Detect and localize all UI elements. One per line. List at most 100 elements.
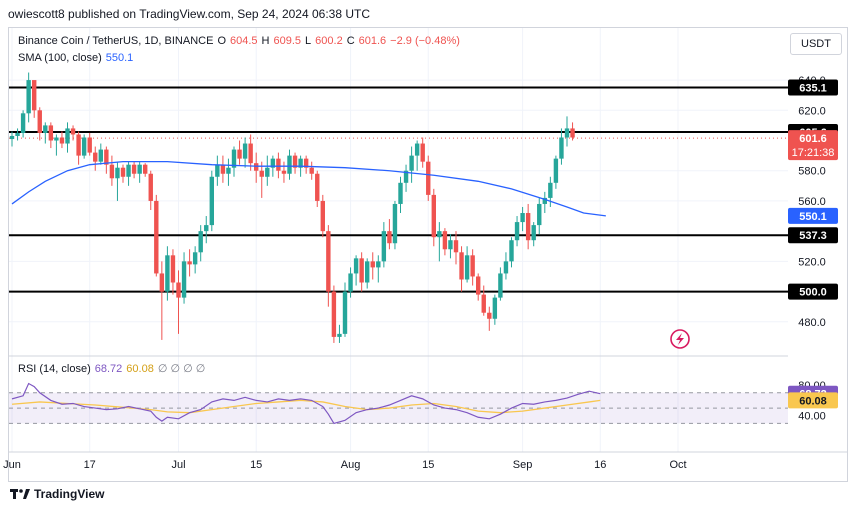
tradingview-brand: TradingView [34,487,105,501]
candle-body [198,231,203,253]
candle-body [492,297,498,319]
candle-body [503,261,509,274]
candle-body [143,164,148,174]
candle-body [553,158,559,183]
open-value: 604.5 [230,35,258,47]
level-tag: 500.0 [799,287,827,299]
candle-body [381,231,387,262]
candle-body [159,273,165,292]
candle-body [20,113,26,133]
candle-body [109,164,115,179]
candle-body [176,282,181,298]
candle-body [437,231,442,238]
support-resistance-levels [9,86,788,293]
chart-frame [8,27,848,482]
candle-body [126,164,131,177]
candle-body [98,149,103,162]
candle-body [187,261,192,265]
candle-body [453,240,459,253]
sma-tag: 550.1 [799,211,827,223]
candle-body [326,231,331,292]
time-axis: Jun 17 Jul 15 Aug 15 Sep 16 Oct [3,451,848,471]
rsi-ma-value-tag: 60.08 [799,395,827,407]
time-tick-label: Oct [669,459,686,471]
candle-body [387,231,392,244]
candle-body [315,173,320,201]
candle-body [403,170,409,183]
candle-body [531,225,536,241]
rsi-legend-extra: ∅ ∅ ∅ ∅ [157,363,206,375]
symbol-name: Binance Coin / TetherUS, 1D, BINANCE [18,35,214,47]
candle-body [131,164,137,174]
candle-body [26,80,31,114]
level-tag-bg [788,283,838,300]
time-tick-label: 17 [84,459,96,471]
low-value: 600.2 [315,35,343,47]
tradingview-logo: TradingView [10,487,104,501]
candle-body [348,273,353,292]
candle-body [220,164,226,174]
rsi-legend: RSI (14, close) 68.72 60.08 ∅ ∅ ∅ ∅ [18,362,209,375]
candle-body [165,255,170,292]
sma-legend: SMA (100, close) 550.1 [18,52,137,64]
candle-body [281,170,287,174]
rsi-legend-value: 68.72 [94,363,123,375]
symbol-legend: Binance Coin / TetherUS, 1D, BINANCE O 604… [18,35,460,47]
tradingview-logo-icon [10,489,30,499]
candle-body [498,273,503,298]
current-price-tag: 601.6 [799,133,827,145]
candle-body [448,240,453,250]
candle-body [93,152,98,162]
candle-body [548,182,553,198]
time-tick-label: 15 [422,459,434,471]
candle-body [37,110,42,133]
candle-body [542,197,547,204]
candle-body [65,128,70,144]
sma-legend-label: SMA (100, close) [18,52,102,64]
level-tag-bg [788,227,838,244]
candle-body [426,161,431,195]
high-value: 609.5 [273,35,302,47]
candle-body [392,203,398,244]
candle-body [570,128,575,138]
price-grid [9,28,788,452]
candle-body [303,158,309,168]
level-tag: 635.1 [799,82,827,94]
rsi-ma-legend-value: 60.08 [126,363,154,375]
candle-body [509,240,514,262]
candle-body [215,164,220,177]
candle-body [15,132,20,136]
candle-body [376,261,381,268]
candle-body [298,158,303,168]
candle-body [32,80,37,111]
flash-icon[interactable] [670,329,690,349]
candle-body [292,155,298,168]
rsi-ma-value-tag-bg [788,392,838,409]
candle-body [342,291,348,334]
candle-body [414,143,420,156]
time-tick-label: Jul [171,459,185,471]
candle-body [481,294,486,313]
current-price-tag-countdown: 17:21:38 [792,147,835,159]
candle-body [54,137,59,141]
candle-body [242,143,248,159]
rsi-ma-series [11,399,601,414]
candle-body [514,222,520,241]
candle-body [520,213,525,223]
candle-body [320,200,325,232]
candle-body [359,258,364,283]
candle-body [353,258,359,274]
level-tag-bg [788,79,838,96]
candle-body [104,149,109,165]
candle-body [204,225,209,232]
level-tag: 537.3 [799,230,827,242]
rsi-series [11,382,601,425]
candle-body [76,134,81,156]
candle-body [9,135,15,139]
currency-button[interactable]: USDT [790,33,842,55]
candle-body [137,164,142,174]
price-axis: 640.0620.0580.0560.0520.0480.0635.1605.6… [788,75,838,329]
candle-body [470,255,475,277]
